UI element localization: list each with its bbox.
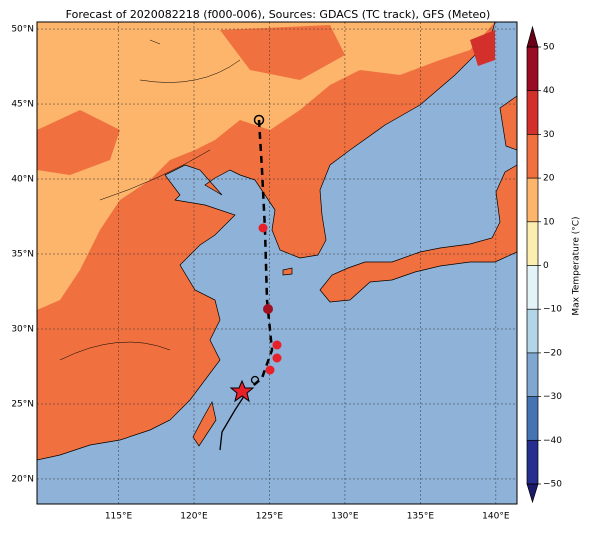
border (59, 39, 241, 361)
hokkaido (499, 95, 517, 151)
lat-tick-label: 50°N (11, 25, 34, 35)
colorbar-tick-label: −10 (543, 305, 562, 315)
lon-tick-label: 140°E (482, 512, 510, 522)
lon-tick-label: 135°E (407, 512, 435, 522)
colorbar-band (527, 47, 538, 91)
lat-tick-label: 40°N (11, 175, 34, 185)
taiwan (192, 401, 217, 447)
lat-tick-label: 35°N (11, 250, 34, 260)
colorbar-tick-label: −30 (543, 392, 562, 402)
lat-tick-label: 45°N (11, 100, 34, 110)
colorbar-tick-label: 40 (543, 86, 555, 96)
hot-zone (220, 25, 345, 80)
map-frame (36, 21, 518, 505)
colorbar-tick-label: −20 (543, 348, 562, 358)
lon-tick-label: 115°E (105, 512, 133, 522)
track-point (258, 223, 268, 233)
colorbar-tick-label: −40 (543, 436, 562, 446)
lat-tick-label: 20°N (11, 474, 34, 484)
warm-zone (37, 22, 495, 310)
track-point (250, 375, 260, 385)
lat-tick-label: 30°N (11, 324, 34, 334)
current-position (229, 379, 255, 403)
map-title: Forecast of 2020082218 (f000-006), Sourc… (66, 8, 491, 21)
colorbar-tick-label: 30 (543, 130, 555, 140)
colorbar-tick-label: 0 (543, 261, 549, 271)
colorbar-band (527, 440, 538, 484)
colorbar-label: Max Temperature (°C) (572, 216, 582, 315)
lon-tick-label: 130°E (331, 512, 359, 522)
track-point (265, 365, 275, 375)
forecast-track (247, 119, 274, 391)
colorbar-band (527, 90, 538, 135)
colorbar-tick-label: 20 (543, 174, 555, 184)
track-point (272, 353, 282, 363)
hot-spot (470, 30, 495, 66)
colorbar-tick-label: 10 (543, 217, 555, 227)
hot-zone (37, 110, 120, 175)
track-point (253, 114, 265, 126)
track-point (272, 340, 282, 350)
past-track (219, 389, 249, 451)
colorbar-tick-label: −50 (543, 480, 562, 490)
colorbar-band (527, 309, 538, 353)
japan (319, 164, 517, 303)
lon-tick-label: 120°E (180, 512, 208, 522)
colorbar-band (527, 352, 538, 397)
colorbar-band (527, 178, 538, 222)
colorbar-tick-label: 50 (543, 43, 555, 53)
map-area (37, 22, 517, 504)
colorbar-extend (526, 483, 539, 504)
colorbar-band (527, 265, 538, 310)
colorbar: −50 −40 −30 −20 −10 0 10 20 30 40 50 (526, 25, 562, 504)
lon-tick-label: 125°E (256, 512, 284, 522)
colorbar-band (527, 134, 538, 179)
colorbar-band (527, 221, 538, 266)
colorbar-band (527, 396, 538, 441)
track-point (263, 304, 273, 314)
jeju (282, 267, 293, 276)
colorbar-extend (526, 25, 539, 48)
grid (37, 22, 517, 504)
lat-tick-label: 25°N (11, 399, 34, 409)
